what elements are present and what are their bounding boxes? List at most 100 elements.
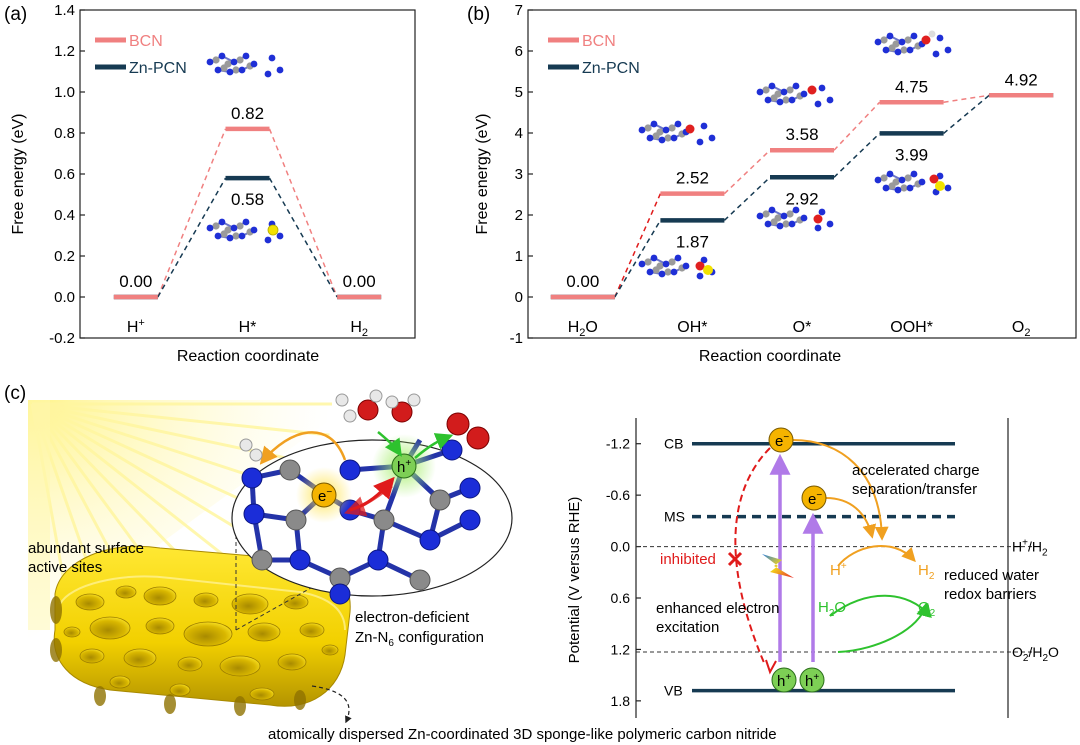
y-tick-label: 1 [515, 248, 523, 265]
vb-hole-1: h+ [771, 667, 797, 693]
connector-zn-pcn [943, 94, 990, 134]
accelerated-line1: accelerated charge [852, 462, 980, 479]
x-category-label: H2 [350, 319, 368, 339]
legend-label-bcn: BCN [582, 33, 616, 50]
panel-a-label: (a) [4, 4, 27, 25]
y-tick-label: 0.2 [54, 248, 75, 265]
reference-label: H+/H2 [1012, 538, 1048, 559]
connector-zn-pcn [833, 132, 881, 178]
x-category-label: H2O [568, 319, 598, 339]
connector-bcn [723, 149, 771, 195]
x-category-label: H* [239, 319, 257, 336]
connector-zn-pcn [614, 219, 662, 298]
value-label: 0.00 [119, 272, 152, 291]
value-label: 0.00 [343, 272, 376, 291]
value-label: 3.99 [895, 145, 928, 164]
h2-molecule [239, 438, 263, 462]
x-category-label: O2 [1012, 319, 1031, 339]
x-category-label: OOH* [890, 319, 933, 336]
y-tick-label: 0.8 [54, 125, 75, 142]
x-category-label: H+ [127, 317, 145, 336]
band-y-tick-label: -1.2 [606, 436, 630, 452]
panel-b-value-labels: 0.00 2.52 3.58 4.75 4.92 1.87 2.92 3.99 [566, 70, 1037, 291]
molecule-oh-bcn [638, 120, 716, 146]
legend-label-znpcn: Zn-PCN [129, 60, 187, 77]
y-tick-label: 1.2 [54, 43, 75, 60]
panel-b-legend: BCN Zn-PCN [548, 33, 640, 77]
legend-label-znpcn: Zn-PCN [582, 60, 640, 77]
molecule-h-bcn [206, 52, 284, 78]
label-o2: O2 [918, 599, 936, 619]
molecule-ooh-znpcn [874, 170, 952, 196]
o2-molecule [446, 412, 490, 450]
panel-b-x-axis-label: Reaction coordinate [699, 348, 841, 365]
value-label: 2.52 [676, 169, 709, 188]
band-level-label: VB [664, 683, 683, 699]
molecule-o-bcn [756, 82, 834, 108]
y-tick-label: 0.4 [54, 207, 75, 224]
y-tick-label: 2 [515, 207, 523, 224]
y-tick-label: 4 [515, 125, 523, 142]
panel-b-x-categories: H2O OH* O* OOH* O2 [568, 319, 1031, 339]
panel-a-connectors [157, 128, 338, 298]
accelerated-line2: separation/transfer [852, 481, 977, 498]
svg-text:h+: h+ [777, 672, 791, 690]
value-label: 1.87 [676, 232, 709, 251]
panel-b-chart: (b) -1 0 1 2 3 4 5 6 7 0.00 2.52 3.58 4.75 4.92 1.87 2… [467, 2, 1077, 365]
y-tick-label: 0.0 [54, 289, 75, 306]
connector-zn-pcn [157, 177, 227, 298]
zn-config-line2: Zn-N6 configuration [355, 629, 484, 649]
reference-label: O2/H2O [1012, 644, 1059, 664]
legend-label-bcn: BCN [129, 33, 163, 50]
band-y-ticks: -1.2 -0.6 0.0 0.6 1.2 1.8 [606, 436, 641, 709]
panel-b-plot-area: -1 0 1 2 3 4 5 6 7 0.00 2.52 3.58 4.75 4.92 1.87 2.92 3… [510, 2, 1077, 347]
y-tick-label: -0.2 [49, 330, 75, 347]
label-h2o: H2O [818, 599, 846, 619]
electron-transfer-arrows [792, 439, 932, 653]
band-y-tick-label: 1.8 [611, 693, 631, 709]
connector-bcn [943, 94, 990, 103]
value-label: 0.58 [231, 190, 264, 209]
molecule-h-znpcn [206, 218, 284, 244]
y-tick-label: 0 [515, 289, 523, 306]
y-tick-label: 0.6 [54, 166, 75, 183]
panel-b-connectors [614, 94, 990, 298]
lightning-icon [762, 554, 794, 578]
band-reference-lines: H+/H2 O2/H2O [636, 538, 1059, 664]
value-label: 4.75 [895, 77, 928, 96]
reaction-arrows [259, 431, 454, 465]
connector-bcn [614, 193, 662, 298]
y-tick-label: 3 [515, 166, 523, 183]
panel-b-label: (b) [467, 4, 490, 25]
y-tick-label: 7 [515, 2, 523, 19]
y-tick-label: 6 [515, 43, 523, 60]
y-tick-label: 1.0 [54, 84, 75, 101]
value-label: 2.92 [785, 189, 818, 208]
y-tick-label: 1.4 [54, 2, 75, 19]
panel-a-chart: (a) -0.2 0.0 0.2 0.4 0.6 0.8 1.0 1.2 1.4 0.00 0.8… [4, 2, 416, 365]
caption: atomically dispersed Zn-coordinated 3D s… [268, 726, 777, 743]
panel-a-legend: BCN Zn-PCN [95, 33, 187, 77]
connector-bcn [157, 128, 227, 298]
label-h-plus: H+ [830, 561, 847, 579]
leader-caption-arrow [311, 685, 352, 724]
x-category-label: O* [793, 319, 812, 336]
svg-text:e−: e− [808, 490, 822, 508]
svg-text:e−: e− [775, 432, 789, 450]
sponge-slab [50, 545, 351, 716]
panel-c-schematic: (c) abundant surface active sites electr… [4, 383, 777, 743]
band-y-tick-label: 1.2 [611, 641, 631, 657]
band-y-tick-label: -0.6 [606, 487, 630, 503]
sites-label-line1: abundant surface [28, 540, 144, 557]
sites-label-line2: active sites [28, 559, 102, 576]
panel-b-y-axis-label: Free energy (eV) [474, 114, 491, 235]
electron-badge [311, 482, 337, 508]
panel-c-label: (c) [4, 383, 26, 404]
panel-a-levels [113, 126, 382, 300]
cb-electron: e− [768, 427, 794, 453]
electron-label: e− [318, 487, 332, 505]
water-molecule-1 [335, 389, 383, 423]
enhanced-line1: enhanced electron [656, 600, 779, 617]
value-label: 0.82 [231, 104, 264, 123]
